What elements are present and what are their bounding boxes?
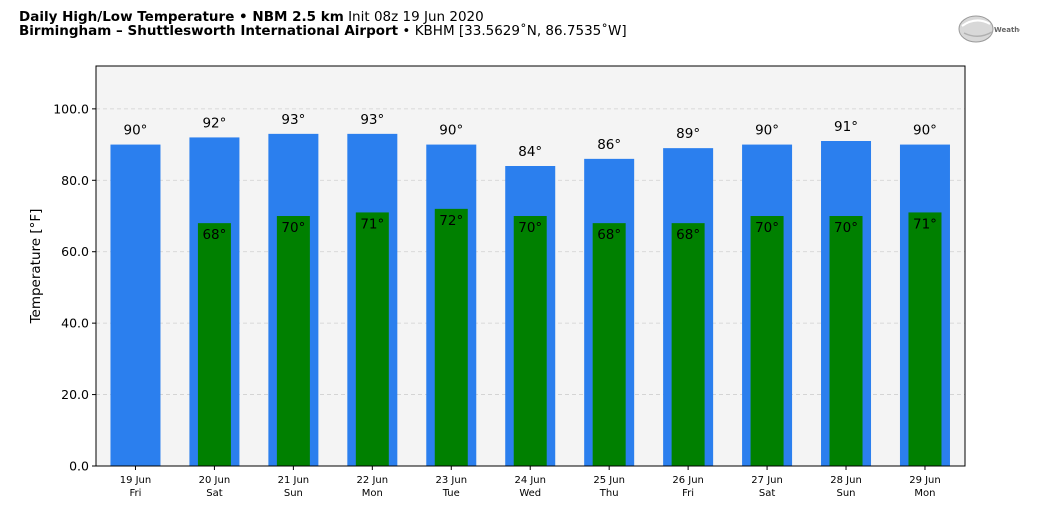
low-temp-label: 70°	[518, 220, 542, 236]
low-temp-bar	[750, 216, 784, 466]
y-tick-label: 40.0	[61, 316, 89, 331]
y-tick-label: 0.0	[69, 459, 89, 474]
low-temp-bar	[276, 216, 310, 466]
low-temp-label: 68°	[202, 227, 226, 243]
x-tick-day: Sat	[206, 488, 222, 499]
y-tick-label: 80.0	[61, 173, 89, 188]
y-axis-label: Temperature [°F]	[28, 209, 44, 325]
station-name: Birmingham – Shuttlesworth International…	[19, 23, 399, 39]
x-tick-date: 19 Jun	[120, 475, 152, 486]
low-temp-label: 71°	[360, 216, 384, 232]
low-temp-label: 70°	[755, 220, 779, 236]
x-tick-day: Fri	[130, 488, 142, 499]
x-tick-day: Mon	[362, 488, 383, 499]
x-tick-day: Mon	[914, 488, 935, 499]
model-name: NBM 2.5 km	[252, 9, 344, 25]
x-tick-date: 24 Jun	[514, 475, 546, 486]
data-labels: 90° 92° 68° 93° 70° 93° 71° 90° 72° 84° 70° 86° 68° 8…	[124, 112, 937, 243]
x-tick-day: Sun	[837, 488, 856, 499]
low-temp-label: 70°	[834, 220, 858, 236]
low-temp-label: 72°	[439, 213, 463, 229]
low-temp-label: 71°	[913, 216, 937, 232]
x-tick-day: Thu	[599, 488, 619, 499]
init-time: Init 08z 19 Jun 2020	[343, 9, 484, 25]
title-separator: •	[234, 9, 253, 25]
high-temp-label: 84°	[518, 144, 542, 160]
x-tick-date: 22 Jun	[357, 475, 389, 486]
low-temp-bar	[908, 212, 942, 466]
low-temp-label: 68°	[597, 227, 621, 243]
x-tick-date: 29 Jun	[909, 475, 941, 486]
low-temp-bar	[434, 208, 468, 466]
y-axis: 0.0 20.0 40.0 60.0 80.0 100.0	[53, 101, 96, 474]
station-detail: KBHM [33.5629˚N, 86.7535˚W]	[414, 23, 627, 39]
x-tick-day: Sat	[759, 488, 775, 499]
station-separator: •	[398, 23, 415, 39]
station-line: Birmingham – Shuttlesworth International…	[19, 23, 627, 39]
weatherbell-logo-icon: WeatherBELL	[958, 15, 1020, 43]
high-temp-label: 90°	[913, 123, 937, 139]
low-temp-bar	[513, 216, 547, 466]
x-axis: 19 Jun Fri 20 Jun Sat 21 Jun Sun 22 Jun Mon 23 J…	[120, 466, 941, 499]
low-temp-bar	[355, 212, 389, 466]
chart-title: Daily High/Low Temperature	[19, 9, 235, 25]
high-temp-label: 89°	[676, 126, 700, 142]
x-tick-date: 21 Jun	[278, 475, 310, 486]
x-tick-date: 25 Jun	[593, 475, 625, 486]
y-tick-label: 60.0	[61, 244, 89, 259]
x-tick-day: Tue	[442, 488, 460, 499]
y-tick-label: 100.0	[53, 101, 89, 116]
high-temp-label: 90°	[124, 123, 148, 139]
low-temp-bar	[592, 223, 626, 466]
high-temp-label: 91°	[834, 119, 858, 135]
chart-title-line: Daily High/Low Temperature • NBM 2.5 km …	[19, 9, 484, 25]
high-temp-label: 93°	[360, 112, 384, 128]
low-temp-label: 68°	[676, 227, 700, 243]
high-temp-label: 90°	[755, 123, 779, 139]
x-tick-date: 28 Jun	[830, 475, 862, 486]
high-temp-label: 86°	[597, 137, 621, 153]
y-tick-label: 20.0	[61, 387, 89, 402]
high-temp-bar	[110, 144, 161, 467]
low-temp-bar	[671, 223, 705, 466]
low-temp-bar	[197, 223, 231, 466]
high-temp-label: 92°	[202, 115, 226, 131]
logo-text: WeatherBELL	[994, 26, 1020, 34]
x-tick-date: 26 Jun	[672, 475, 704, 486]
x-tick-date: 20 Jun	[199, 475, 231, 486]
x-tick-date: 23 Jun	[436, 475, 468, 486]
high-temp-label: 93°	[281, 112, 305, 128]
x-tick-day: Fri	[682, 488, 694, 499]
bars	[110, 133, 950, 467]
high-temp-label: 90°	[439, 123, 463, 139]
x-tick-date: 27 Jun	[751, 475, 783, 486]
x-tick-day: Sun	[284, 488, 303, 499]
low-temp-bar	[829, 216, 863, 466]
x-tick-day: Wed	[519, 488, 541, 499]
low-temp-label: 70°	[281, 220, 305, 236]
